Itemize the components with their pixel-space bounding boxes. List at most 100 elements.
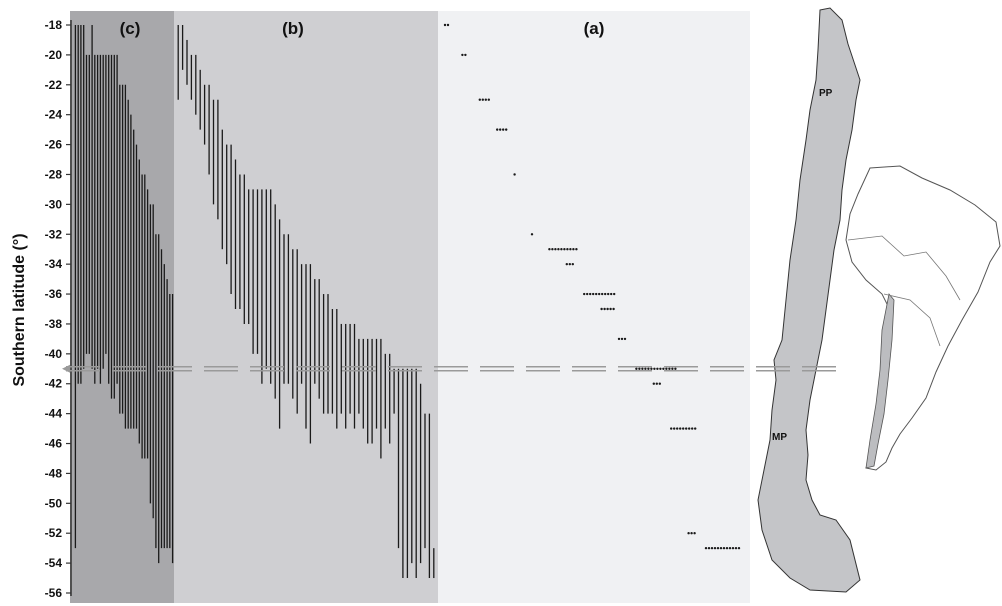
y-axis-title: Southern latitude (°) xyxy=(11,233,28,386)
y-tick-label: -32 xyxy=(45,227,63,241)
occurrence-point xyxy=(685,427,688,430)
occurrence-point xyxy=(728,546,732,550)
y-tick-label: -24 xyxy=(45,108,63,122)
occurrence-point xyxy=(690,532,693,535)
occurrence-point xyxy=(496,128,499,131)
reference-line-41 xyxy=(62,364,840,373)
occurrence-point xyxy=(671,367,674,370)
occurrence-point xyxy=(598,292,601,296)
y-tick-label: -38 xyxy=(45,317,63,331)
occurrence-point xyxy=(575,248,578,251)
occurrence-point xyxy=(638,367,641,370)
occurrence-point xyxy=(464,53,467,57)
occurrence-point xyxy=(595,292,598,296)
occurrence-point xyxy=(560,248,563,251)
occurrence-point xyxy=(604,292,607,296)
occurrence-point xyxy=(704,546,708,550)
y-tick-label: -20 xyxy=(45,48,63,62)
occurrence-point xyxy=(481,98,484,101)
occurrence-point xyxy=(601,292,604,296)
occurrence-point xyxy=(600,307,603,311)
occurrence-point xyxy=(513,173,516,176)
occurrence-point xyxy=(716,546,720,550)
panel-a-points xyxy=(443,23,741,550)
y-tick-label: -26 xyxy=(45,138,63,152)
map-label-pp: PP xyxy=(819,88,833,99)
chile-map: PP MP xyxy=(757,7,861,593)
occurrence-point xyxy=(694,427,697,430)
y-tick-label: -44 xyxy=(45,407,63,421)
occurrence-point xyxy=(662,367,665,370)
panel-b-range-bars xyxy=(177,25,435,579)
occurrence-point xyxy=(652,382,655,385)
occurrence-point xyxy=(623,337,627,341)
occurrence-point xyxy=(688,427,691,430)
y-tick-label: -18 xyxy=(45,18,63,32)
occurrence-point xyxy=(658,382,661,385)
y-tick-label: -52 xyxy=(45,526,63,540)
occurrence-point xyxy=(635,367,638,370)
occurrence-point xyxy=(609,307,612,311)
occurrence-point xyxy=(644,367,647,370)
occurrence-point xyxy=(443,23,447,27)
occurrence-point xyxy=(659,367,662,370)
occurrence-point xyxy=(725,546,729,550)
occurrence-point xyxy=(478,98,481,101)
y-tick-label: -28 xyxy=(45,167,63,181)
y-axis-ticks: -18 -20 -22 -24 -26 -28 -30 -32 -34 -36 -38 -40 -42 -… xyxy=(45,18,71,600)
map-label-mp: MP xyxy=(772,432,787,443)
occurrence-point xyxy=(461,53,464,57)
occurrence-point xyxy=(713,546,717,550)
y-tick-label: -30 xyxy=(45,197,63,211)
occurrence-point xyxy=(565,262,568,266)
occurrence-point xyxy=(674,367,677,370)
occurrence-point xyxy=(641,367,644,370)
y-tick-label: -42 xyxy=(45,377,63,391)
occurrence-point xyxy=(551,248,554,251)
occurrence-point xyxy=(606,307,609,311)
y-tick-label: -40 xyxy=(45,347,63,361)
occurrence-point xyxy=(554,248,557,251)
occurrence-point xyxy=(693,532,696,535)
occurrence-point xyxy=(569,248,572,251)
occurrence-point xyxy=(583,292,586,296)
occurrence-point xyxy=(617,337,621,341)
y-tick-label: -46 xyxy=(45,437,63,451)
occurrence-point xyxy=(505,128,508,131)
occurrence-point xyxy=(589,292,592,296)
occurrence-point xyxy=(620,337,624,341)
occurrence-point xyxy=(731,546,735,550)
panel-a-background xyxy=(438,11,750,603)
y-tick-label: -50 xyxy=(45,496,63,510)
occurrence-point xyxy=(603,307,606,311)
y-tick-label: -48 xyxy=(45,466,63,480)
panel-c-label: (c) xyxy=(120,19,141,38)
y-tick-label: -36 xyxy=(45,287,63,301)
occurrence-point xyxy=(737,546,741,550)
occurrence-point xyxy=(484,98,487,101)
panel-b-label: (b) xyxy=(282,19,304,38)
occurrence-point xyxy=(592,292,595,296)
occurrence-point xyxy=(665,367,668,370)
occurrence-point xyxy=(707,546,711,550)
occurrence-point xyxy=(668,367,671,370)
occurrence-point xyxy=(557,248,560,251)
occurrence-point xyxy=(719,546,723,550)
occurrence-point xyxy=(687,532,690,535)
occurrence-point xyxy=(612,307,615,311)
occurrence-point xyxy=(734,546,738,550)
occurrence-point xyxy=(676,427,679,430)
occurrence-point xyxy=(572,248,575,251)
occurrence-point xyxy=(446,23,450,27)
occurrence-point xyxy=(647,367,650,370)
panel-a-label: (a) xyxy=(584,19,605,38)
y-tick-label: -34 xyxy=(45,257,63,271)
occurrence-point xyxy=(566,248,569,251)
occurrence-point xyxy=(586,292,589,296)
occurrence-point xyxy=(691,427,694,430)
occurrence-point xyxy=(568,262,571,266)
occurrence-point xyxy=(679,427,682,430)
occurrence-point xyxy=(487,98,490,101)
y-tick-label: -54 xyxy=(45,556,63,570)
